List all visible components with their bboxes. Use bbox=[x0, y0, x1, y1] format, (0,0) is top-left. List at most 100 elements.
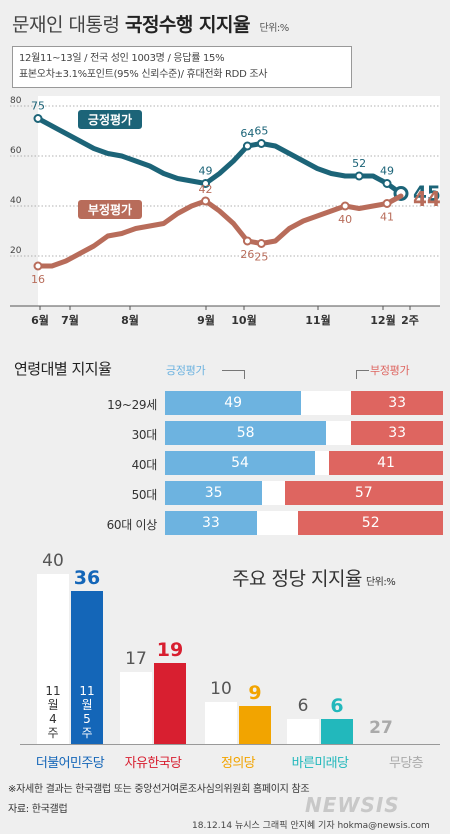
data-point-marker bbox=[382, 179, 392, 188]
party-bar-current bbox=[321, 718, 353, 744]
survey-info-line1: 12월11~13일 / 전국 성인 1003명 / 응답률 15% bbox=[19, 53, 225, 64]
age-bar-positive: 54 bbox=[165, 451, 316, 475]
party-value-current: 6 bbox=[330, 694, 344, 717]
week-label-prev: 11 월 4 주 bbox=[38, 684, 68, 740]
age-bar-negative: 33 bbox=[351, 421, 443, 445]
party-unit: 단위:% bbox=[365, 577, 396, 588]
age-label: 40대 bbox=[131, 458, 158, 472]
page-title: 문재인 대통령 국정수행 지지율 단위:% bbox=[12, 10, 289, 37]
title-normal: 문재인 대통령 bbox=[12, 14, 120, 36]
age-bar-positive: 58 bbox=[165, 421, 327, 445]
data-label: 52 bbox=[352, 157, 366, 170]
party-bar-current bbox=[154, 663, 186, 744]
party-value-prev: 6 bbox=[297, 695, 309, 716]
y-tick-label: 60 bbox=[10, 146, 22, 156]
party-value-prev: 40 bbox=[42, 551, 64, 571]
party-bar-prev bbox=[37, 574, 69, 744]
age-bar-negative: 57 bbox=[284, 481, 443, 505]
week-label-part: 월 bbox=[81, 698, 93, 712]
party-name: 정의당 bbox=[220, 756, 256, 771]
week-label-part: 5 bbox=[83, 712, 91, 726]
data-point-marker bbox=[382, 199, 392, 208]
data-label: 42 bbox=[199, 183, 213, 196]
survey-info-box: 12월11~13일 / 전국 성인 1003명 / 응답률 15% 표본오차±3… bbox=[12, 46, 352, 88]
data-label: 65 bbox=[254, 125, 268, 138]
survey-info-line2: 표본오차±3.1%포인트(95% 신뢰수준)/ 휴대전화 RDD 조사 bbox=[19, 69, 268, 80]
party-bar-prev bbox=[205, 701, 237, 744]
x-tick-label: 9월 bbox=[197, 313, 215, 327]
party-value-prev: 17 bbox=[125, 648, 147, 669]
party-bar-prev bbox=[287, 718, 319, 744]
newsis-logo: NEWSIS bbox=[305, 793, 400, 817]
data-label: 75 bbox=[31, 100, 45, 113]
legend-bracket-negative bbox=[356, 370, 369, 379]
age-label: 50대 bbox=[131, 488, 158, 502]
week-label-part: 주 bbox=[81, 726, 93, 740]
x-tick-label: 11월 bbox=[305, 313, 330, 327]
data-point-marker bbox=[340, 201, 350, 211]
y-tick-label: 20 bbox=[10, 246, 22, 256]
title-unit: 단위:% bbox=[259, 23, 290, 34]
title-bold: 국정수행 지지율 bbox=[124, 14, 250, 36]
x-tick-label: 2주 bbox=[401, 314, 419, 327]
y-tick-label: 40 bbox=[10, 196, 22, 206]
party-name: 무당층 bbox=[388, 756, 424, 771]
legend-positive: 긍정평가 bbox=[166, 364, 206, 377]
party-title-text: 주요 정당 지지율 bbox=[232, 568, 362, 590]
week-label-part: 주 bbox=[47, 726, 59, 740]
series-tag-label: 부정평가 bbox=[88, 202, 132, 217]
week-label-part: 월 bbox=[47, 698, 59, 712]
age-bar-positive: 35 bbox=[165, 481, 263, 505]
data-point-marker bbox=[33, 261, 43, 271]
data-point-marker bbox=[33, 114, 43, 123]
series-line-negative bbox=[35, 193, 404, 269]
x-tick-label: 6월 bbox=[31, 313, 49, 327]
data-point-marker bbox=[256, 239, 266, 248]
data-label: 49 bbox=[199, 165, 213, 178]
age-label: 19~29세 bbox=[107, 398, 157, 412]
series-tag-label: 긍정평가 bbox=[88, 112, 132, 127]
party-value-current: 36 bbox=[73, 567, 101, 589]
age-chart-title: 연령대별 지지율 bbox=[14, 360, 112, 378]
data-point-marker bbox=[354, 171, 364, 181]
week-label-part: 11 bbox=[45, 684, 61, 698]
data-label: 26 bbox=[240, 248, 254, 261]
party-name: 바른미래당 bbox=[291, 756, 349, 771]
party-bar-prev bbox=[120, 671, 152, 744]
data-label: 64 bbox=[240, 127, 254, 140]
data-label: 25 bbox=[254, 251, 268, 264]
age-bar-positive: 33 bbox=[165, 511, 257, 535]
party-bar-current bbox=[239, 705, 271, 744]
data-point-marker bbox=[242, 236, 252, 246]
data-point-marker bbox=[242, 141, 252, 151]
data-point-marker bbox=[201, 196, 211, 206]
data-label: 41 bbox=[380, 211, 394, 224]
party-name: 더불어민주당 bbox=[35, 756, 105, 771]
party-name: 자유한국당 bbox=[124, 756, 182, 771]
data-label: 49 bbox=[380, 165, 394, 178]
approval-line-chart: 20 40 60 80 6월 7월 8월 9월 10월 11월 12월 2주 75 49 64 65 52 49 4… bbox=[10, 96, 441, 327]
legend-negative: 부정평가 bbox=[370, 364, 410, 377]
x-tick-label: 12월 bbox=[370, 313, 395, 327]
footer-source: 자료: 한국갤럽 bbox=[8, 804, 68, 815]
data-point-marker bbox=[256, 139, 266, 148]
party-value-current: 27 bbox=[369, 718, 393, 738]
data-label: 44 bbox=[413, 187, 441, 211]
party-bar-current bbox=[71, 591, 103, 744]
data-label: 45 bbox=[413, 182, 441, 206]
age-bar-negative: 33 bbox=[351, 391, 443, 415]
data-label: 16 bbox=[31, 273, 45, 286]
series-line-positive bbox=[35, 116, 404, 196]
party-value-prev: 10 bbox=[210, 678, 232, 699]
legend-bracket-positive bbox=[222, 370, 245, 379]
party-value-current: 19 bbox=[156, 639, 184, 662]
age-label: 30대 bbox=[131, 428, 158, 442]
age-label: 60대 이상 bbox=[106, 518, 158, 532]
age-bar-negative: 41 bbox=[329, 451, 443, 475]
x-tick-label: 8월 bbox=[121, 313, 139, 327]
age-bar-positive: 49 bbox=[165, 391, 302, 415]
x-tick-label: 7월 bbox=[61, 313, 79, 327]
data-point-marker bbox=[201, 179, 211, 188]
footer-note: ※자세한 결과는 한국갤럽 또는 중앙선거여론조사심의위원회 홈페이지 참조 bbox=[8, 784, 310, 795]
footer-credit: 18.12.14 뉴시스 그래픽 안지혜 기자 hokma@newsis.com bbox=[192, 821, 430, 831]
